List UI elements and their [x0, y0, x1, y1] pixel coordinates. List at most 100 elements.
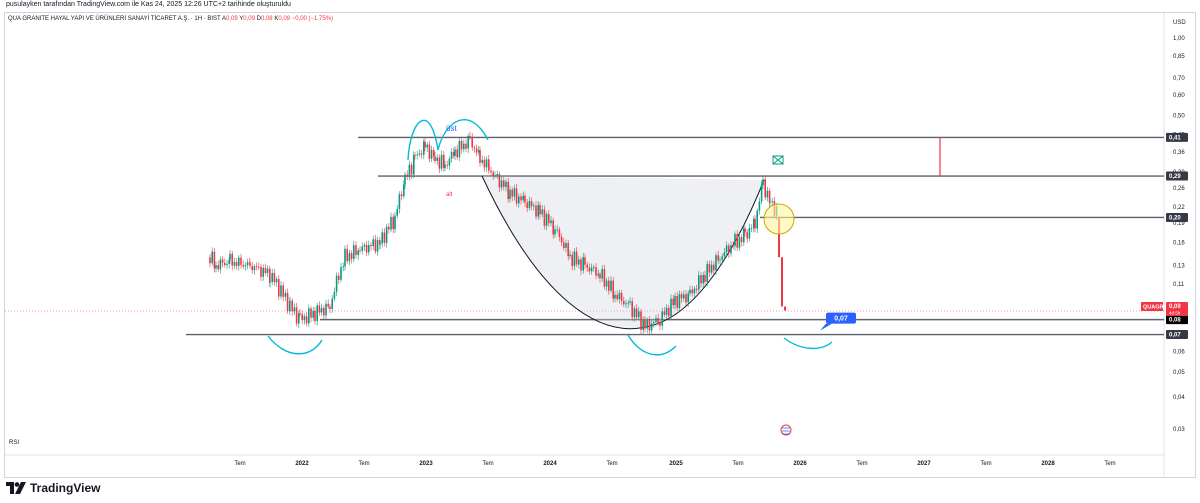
- candle-body: [278, 279, 280, 297]
- candle-body: [438, 157, 441, 169]
- high-label: Y: [239, 16, 244, 22]
- candle-body: [567, 243, 569, 257]
- candle-body: [312, 310, 314, 318]
- candle-body: [483, 159, 486, 168]
- candle-body: [526, 202, 528, 209]
- candle-body: [346, 248, 348, 262]
- candle-body: [500, 180, 503, 188]
- high-value: 0,09: [243, 16, 255, 22]
- candle-body: [408, 164, 411, 177]
- published-caption: pusulayken tarafından TradingView.com il…: [6, 1, 291, 8]
- candle-body: [260, 266, 262, 277]
- candle-body: [578, 259, 580, 265]
- candle-body: [275, 279, 278, 283]
- candle-body: [233, 262, 236, 266]
- candle-body: [691, 289, 693, 294]
- candle-body: [781, 257, 783, 307]
- time-tick-label: 2026: [793, 461, 807, 467]
- time-tick-label: Tem: [1104, 461, 1115, 467]
- candle-body: [565, 243, 567, 248]
- candle-body: [280, 285, 282, 297]
- candle-body: [440, 154, 443, 169]
- candle-body: [575, 251, 578, 265]
- candle-body: [539, 205, 541, 215]
- candle-body: [612, 280, 614, 299]
- candle-body: [398, 194, 401, 210]
- candle-body: [374, 239, 377, 252]
- candle-body: [418, 153, 421, 155]
- candle-body: [238, 257, 240, 266]
- candle-body: [728, 245, 730, 254]
- candle-body: [698, 275, 700, 290]
- candle-body: [271, 272, 273, 283]
- price-tick-label: 0,60: [1173, 93, 1185, 99]
- candle-body: [625, 303, 627, 305]
- candle-body: [498, 174, 501, 188]
- price-tick-label: 0,13: [1173, 263, 1185, 269]
- candle-body: [414, 155, 416, 156]
- last-price-tag: [1166, 301, 1188, 316]
- candle-body: [335, 275, 338, 292]
- candle-body: [215, 265, 217, 269]
- candle-body: [385, 226, 388, 243]
- symbol-legend: QUA GRANITE HAYAL YAPI VE ÜRÜNLERİ SANAY…: [8, 16, 333, 22]
- candle-body: [505, 181, 507, 187]
- candle-body: [242, 264, 244, 267]
- top-pattern-drawing: [407, 119, 489, 161]
- candle-body: [481, 159, 483, 163]
- candle-body: [426, 144, 428, 148]
- candle-body: [316, 305, 318, 322]
- candle-body: [597, 273, 599, 276]
- candle-body: [758, 201, 761, 211]
- candle-body: [541, 209, 543, 215]
- candle-body: [485, 159, 488, 168]
- candle-body: [433, 150, 435, 157]
- candle-body: [620, 292, 623, 301]
- time-tick-label: Tem: [358, 461, 369, 467]
- candle-body: [588, 267, 591, 272]
- time-tick-label: 2028: [1041, 461, 1055, 467]
- time-tick-label: 2027: [917, 461, 931, 467]
- candle-body: [756, 210, 758, 229]
- symbol-name[interactable]: QUA GRANITE HAYAL YAPI VE ÜRÜNLERİ SANAY…: [8, 16, 221, 22]
- bottom-drawing-1: [267, 335, 323, 355]
- candle-body: [689, 289, 691, 294]
- candle-body: [273, 272, 276, 283]
- candle-body: [298, 313, 300, 324]
- time-tick-label: Tem: [482, 461, 493, 467]
- candle-body: [479, 150, 481, 163]
- candle-body: [416, 154, 418, 156]
- target-callout: [826, 312, 856, 324]
- candle-body: [764, 179, 766, 198]
- price-tick-label: 0,04: [1173, 395, 1185, 401]
- candle-body: [678, 294, 681, 308]
- event-flag-icon-stripes: [782, 427, 790, 435]
- open-value: 0,09: [225, 16, 238, 22]
- brand-name: TradingView: [30, 481, 101, 495]
- price-tick-label: 0,19: [1173, 221, 1185, 227]
- candle-body: [748, 228, 751, 239]
- candle-body: [706, 263, 708, 282]
- time-tick-label: 2023: [419, 461, 433, 467]
- candle-body: [454, 149, 456, 156]
- candle-body: [355, 245, 357, 256]
- candle-body: [213, 251, 216, 269]
- currency-label: USD: [1173, 20, 1186, 26]
- candle-body: [344, 248, 346, 267]
- candle-body: [509, 189, 511, 199]
- candle-body: [768, 190, 771, 203]
- candle-body: [740, 237, 743, 243]
- candle-body: [778, 217, 780, 258]
- annotation-ust: üst: [446, 124, 457, 133]
- candle-body: [571, 254, 573, 267]
- candle-body: [430, 150, 433, 159]
- candle-body: [599, 273, 601, 279]
- candle-body: [563, 242, 565, 248]
- candle-body: [327, 303, 329, 307]
- candle-body: [434, 156, 436, 161]
- last-price-countdown: 4d 5h: [1169, 310, 1181, 315]
- candle-body: [266, 268, 269, 274]
- candle-body: [376, 240, 379, 252]
- candle-body: [648, 319, 651, 331]
